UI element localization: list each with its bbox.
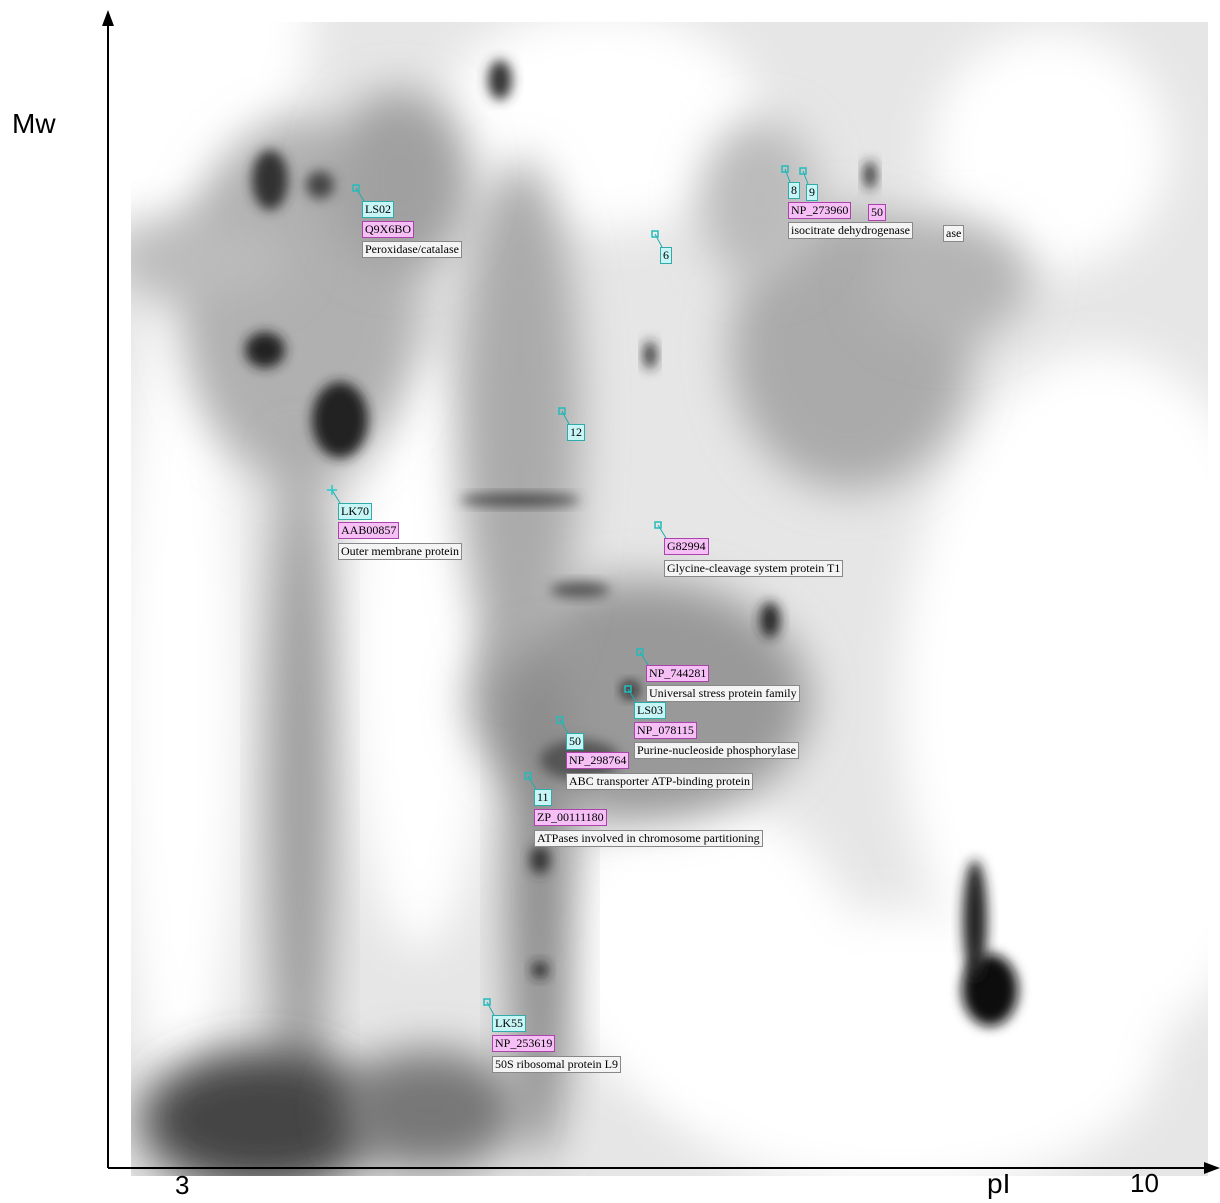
protein-name: Purine-nucleoside phosphorylase (634, 742, 799, 759)
gel-spot (312, 382, 368, 458)
gel-spot (532, 962, 548, 978)
spot-id: LK70 (338, 503, 372, 520)
x-start-label: 3 (175, 1170, 189, 1201)
protein-name: ATPases involved in chromosome partition… (534, 830, 763, 847)
gel-spot (306, 171, 334, 199)
gel-spot (864, 161, 876, 189)
accession: Q9X6BO (362, 221, 414, 238)
protein-name: ABC transporter ATP-binding protein (566, 773, 753, 790)
gel-spot (460, 494, 580, 506)
spot-id: LS02 (362, 201, 394, 218)
gel-image (0, 0, 1220, 1190)
y-arrow (102, 10, 114, 26)
protein-name: Outer membrane protein (338, 543, 462, 560)
y-axis-label: Mw (12, 108, 56, 140)
protein-name: 50S ribosomal protein L9 (492, 1056, 621, 1073)
spot-id: 11 (534, 789, 552, 806)
gel-spot (460, 160, 580, 680)
gel-spot (963, 860, 987, 980)
gel-spot (700, 120, 820, 280)
protein-name: Glycine-cleavage system protein T1 (664, 560, 843, 577)
x-axis-label: pI (987, 1168, 1010, 1200)
figure: Mw pI 3 10 9 50 ase LS02 Q9X6BO Peroxidase/ca… (0, 0, 1220, 1203)
protein-name: Universal stress protein family (646, 685, 800, 702)
protein-name: isocitrate dehydrogenase (788, 222, 913, 239)
gel-spot (110, 220, 290, 300)
gel-spot (530, 846, 550, 874)
gel-figure (0, 0, 1220, 1203)
accession: NP_744281 (646, 665, 709, 682)
gel-spot (245, 332, 285, 368)
gel-spot (252, 150, 288, 210)
accession: ZP_00111180 (534, 809, 607, 826)
accession: AAB00857 (338, 522, 399, 539)
spot-id: LS03 (634, 702, 666, 719)
accession: NP_078115 (634, 722, 697, 739)
protein-name: ase (943, 225, 964, 242)
spot-id: 8 (788, 182, 800, 199)
gel-spot (510, 640, 570, 1160)
accession: 50 (868, 204, 886, 221)
protein-name: Peroxidase/catalase (362, 241, 462, 258)
x-arrow (1204, 1162, 1220, 1174)
spot-id: 9 (806, 184, 818, 201)
gel-spot (550, 582, 610, 598)
spot-id: 6 (660, 247, 672, 264)
accession: NP_273960 (788, 202, 851, 219)
gel-spot (760, 602, 780, 638)
accession: G82994 (664, 538, 709, 555)
spot-id: LK55 (492, 1015, 526, 1032)
gel-spot (488, 60, 512, 100)
spot-id: 12 (567, 424, 585, 441)
spot-id: 50 (566, 733, 584, 750)
accession: NP_298764 (566, 752, 629, 769)
accession: NP_253619 (492, 1035, 555, 1052)
x-end-label: 10 (1130, 1168, 1159, 1199)
gel-spot (644, 341, 656, 369)
